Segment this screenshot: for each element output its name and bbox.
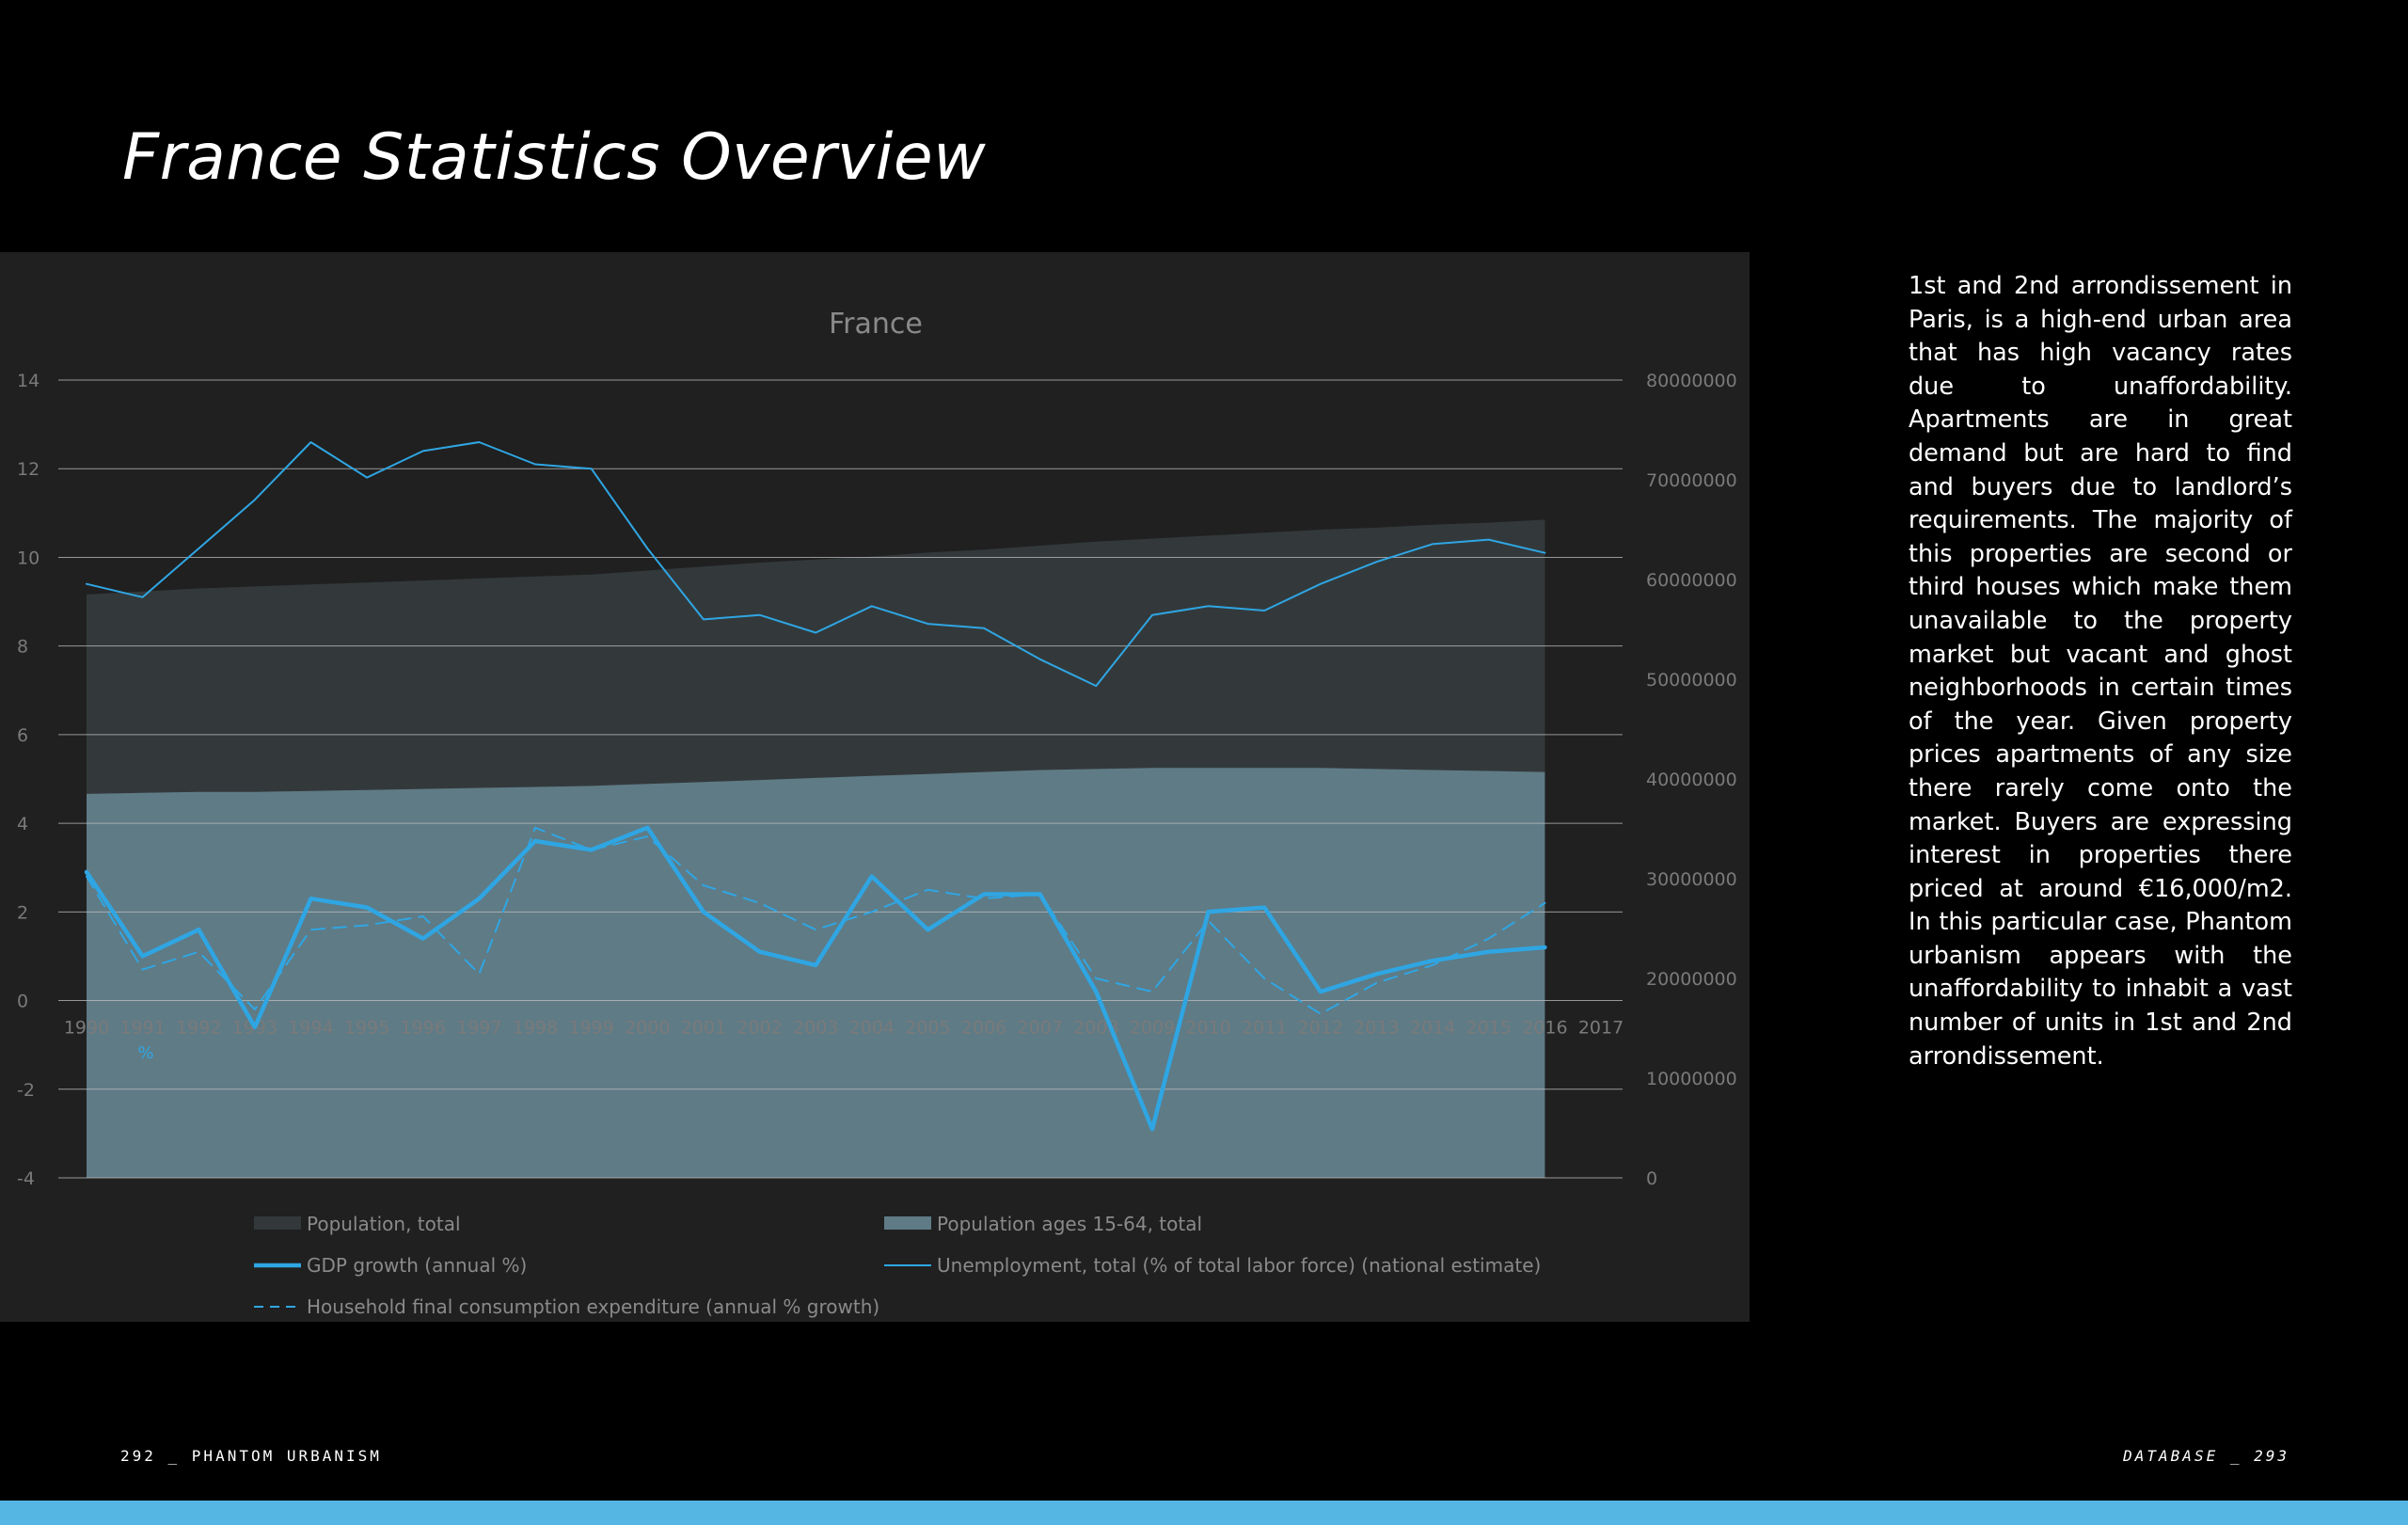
chart: France 14 12 10 8 6 4 2 0 -2 -4 80000000 70000000 6… — [17, 308, 1737, 1318]
x-tick-label: 2006 — [961, 1018, 1006, 1039]
legend: Population, total Population ages 15-64, … — [254, 1213, 1541, 1318]
left-tick-label: 6 — [17, 725, 28, 746]
area-series — [87, 519, 1545, 1178]
left-tick-label: 4 — [17, 814, 28, 834]
right-tick-label: 60000000 — [1646, 570, 1737, 591]
legend-label: Household final consumption expenditure … — [307, 1295, 879, 1318]
accent-band — [0, 1501, 2408, 1525]
right-tick-label: 0 — [1646, 1168, 1657, 1189]
legend-label: Population ages 15-64, total — [937, 1213, 1202, 1235]
x-tick-label: 1995 — [344, 1018, 389, 1039]
x-tick-label: 1991 — [119, 1018, 165, 1039]
x-tick-label: 2009 — [1130, 1018, 1175, 1039]
x-tick-label: 2002 — [737, 1018, 782, 1039]
x-tick-label: 2013 — [1354, 1018, 1399, 1039]
x-tick-label: 1999 — [568, 1018, 613, 1039]
x-tick-label: 1997 — [456, 1018, 501, 1039]
legend-label: GDP growth (annual %) — [307, 1254, 527, 1277]
line-series — [84, 441, 1547, 1132]
right-axis: 80000000 70000000 60000000 50000000 40000000… — [1646, 371, 1737, 1189]
x-axis-label: % — [137, 1043, 153, 1063]
x-tick-label: 2014 — [1410, 1018, 1455, 1039]
gridlines — [58, 379, 1623, 1179]
legend-label: Unemployment, total (% of total labor fo… — [937, 1254, 1541, 1277]
x-tick-label: 1996 — [401, 1018, 446, 1039]
right-tick-label: 20000000 — [1646, 969, 1737, 990]
left-tick-label: 2 — [17, 902, 28, 923]
left-tick-label: 8 — [17, 637, 28, 658]
line-series-2 — [86, 441, 1546, 688]
x-tick-label: 2000 — [625, 1018, 670, 1039]
x-tick-label: 2015 — [1466, 1018, 1512, 1039]
left-tick-label: 14 — [17, 371, 40, 391]
x-tick-label: 2017 — [1578, 1018, 1624, 1039]
right-tick-label: 10000000 — [1646, 1069, 1737, 1089]
x-tick-label: 2001 — [681, 1018, 726, 1039]
x-tick-label: 1990 — [64, 1018, 109, 1039]
x-tick-label: 2011 — [1242, 1018, 1287, 1039]
left-tick-label: -2 — [17, 1080, 35, 1101]
x-tick-label: 1994 — [288, 1018, 333, 1039]
legend-swatch — [884, 1216, 931, 1230]
x-tick-label: 2010 — [1185, 1018, 1230, 1039]
right-tick-label: 50000000 — [1646, 670, 1737, 691]
right-tick-label: 30000000 — [1646, 869, 1737, 890]
x-tick-label: 2007 — [1018, 1018, 1063, 1039]
x-tick-label: 1992 — [176, 1018, 221, 1039]
x-tick-label: 2005 — [905, 1018, 950, 1039]
x-tick-label: 2012 — [1298, 1018, 1343, 1039]
line-series-1 — [84, 825, 1547, 1132]
body-text: 1st and 2nd arrondissement in Paris, is … — [1909, 272, 2292, 1071]
line-series-3 — [86, 826, 1546, 1015]
x-tick-label: 2003 — [793, 1018, 838, 1039]
folio-left: 292 _ PHANTOM URBANISM — [120, 1447, 382, 1465]
left-tick-label: 12 — [17, 459, 40, 480]
left-tick-label: 0 — [17, 992, 28, 1012]
x-tick-label: 2016 — [1522, 1018, 1567, 1039]
area-series-2 — [87, 768, 1545, 1178]
right-tick-label: 80000000 — [1646, 371, 1737, 391]
left-tick-label: -4 — [17, 1168, 35, 1189]
folio-right: DATABASE _ 293 — [2123, 1447, 2289, 1465]
legend-swatch — [254, 1216, 301, 1230]
legend-label: Population, total — [307, 1213, 461, 1235]
chart-title: France — [829, 308, 923, 341]
right-tick-label: 40000000 — [1646, 770, 1737, 790]
right-tick-label: 70000000 — [1646, 470, 1737, 491]
x-axis: 1990 1991 1992 1993 1994 1995 1996 1997 1998 1999… — [64, 1018, 1624, 1039]
left-tick-label: 10 — [17, 548, 40, 568]
x-tick-label: 1998 — [513, 1018, 558, 1039]
left-axis: 14 12 10 8 6 4 2 0 -2 -4 — [17, 371, 40, 1189]
x-tick-label: 2004 — [849, 1018, 895, 1039]
page-title: France Statistics Overview — [122, 120, 987, 195]
chart-panel: France 14 12 10 8 6 4 2 0 -2 -4 80000000 70000000 6… — [0, 252, 1750, 1322]
